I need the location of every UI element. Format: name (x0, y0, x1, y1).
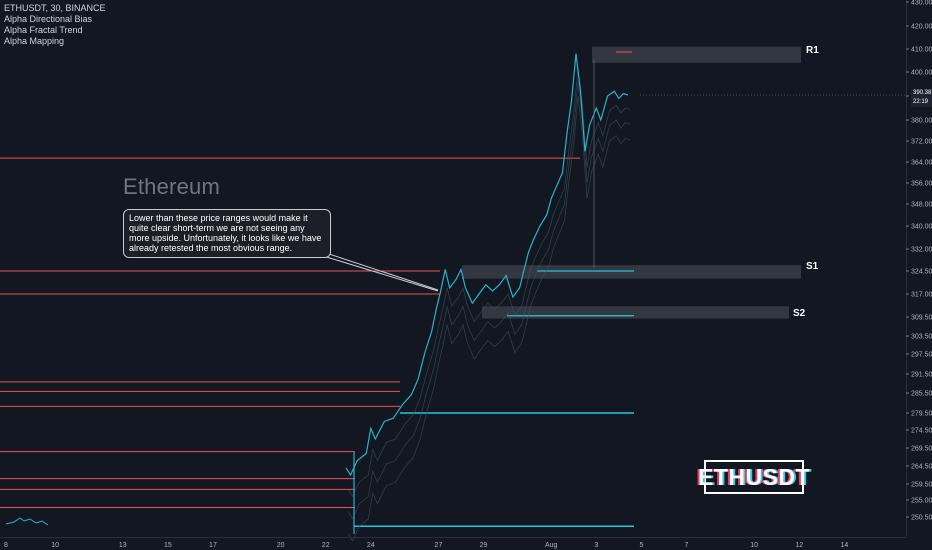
price-series-early[interactable] (5, 517, 49, 526)
x-tick-label: 3 (594, 542, 598, 549)
x-tick-label: 27 (435, 542, 443, 549)
trend-band-line (347, 95, 631, 542)
y-tick-label: 309.50 (911, 315, 932, 322)
y-tick-label: 259.50 (911, 482, 932, 489)
callout-pointer-upper (319, 250, 439, 291)
x-tick-label: 12 (795, 542, 803, 549)
x-tick-label: 8 (4, 542, 8, 549)
y-tick-label: 291.50 (911, 372, 932, 379)
legend-symbol[interactable]: ETHUSDT, 30, BINANCE (4, 3, 106, 13)
ethusdt-logo: ETHUSDT (698, 460, 810, 494)
y-tick-label: 297.50 (911, 352, 932, 359)
zone-label-s1: S1 (806, 261, 819, 272)
y-tick-label: 430.00 (911, 0, 932, 7)
y-tick-label: 264.50 (911, 464, 932, 471)
x-tick-label: 13 (119, 542, 127, 549)
y-tick-label: 364.00 (911, 160, 932, 167)
chart-legend: ETHUSDT, 30, BINANCE Alpha Directional B… (4, 3, 106, 47)
x-tick-label: 10 (750, 542, 758, 549)
x-tick-label: 5 (639, 542, 643, 549)
y-tick-label: 332.00 (911, 247, 932, 254)
watermark-text: Ethereum (123, 174, 220, 199)
y-tick-label: 340.00 (911, 224, 932, 231)
x-tick-label: 29 (480, 542, 488, 549)
current-price-value: 390.38 (913, 90, 932, 96)
x-tick-label: 22 (322, 542, 330, 549)
legend-indicator-fractal-trend[interactable]: Alpha Fractal Trend (4, 25, 83, 35)
y-tick-label: 274.50 (911, 428, 932, 435)
current-price-tag: 390.38 22:19 (911, 89, 932, 107)
zone-box-r1[interactable] (592, 46, 801, 63)
bar-countdown: 22:19 (913, 99, 929, 105)
y-tick-label: 348.00 (911, 202, 932, 209)
y-tick-label: 285.50 (911, 391, 932, 398)
x-tick-label: 20 (277, 542, 285, 549)
callout-pointer-lower (319, 254, 439, 292)
x-tick-label: 24 (367, 542, 375, 549)
zone-label-r1: R1 (806, 45, 819, 56)
y-tick-label: 372.00 (911, 139, 932, 146)
legend-indicator-mapping[interactable]: Alpha Mapping (4, 36, 65, 46)
x-tick-label: 15 (164, 542, 172, 549)
y-tick-label: 255.00 (911, 498, 932, 505)
y-tick-label: 356.00 (911, 181, 932, 188)
y-tick-label: 279.50 (911, 411, 932, 418)
y-tick-label: 317.00 (911, 292, 932, 299)
zone-box-s1[interactable] (462, 265, 801, 279)
x-tick-label: 17 (209, 542, 217, 549)
y-tick-label: 324.50 (911, 269, 932, 276)
trend-band-line (347, 81, 631, 520)
x-tick-label: 7 (685, 542, 689, 549)
y-tick-label: 303.50 (911, 334, 932, 341)
x-tick-label: 14 (840, 542, 848, 549)
legend-indicator-directional-bias[interactable]: Alpha Directional Bias (4, 14, 93, 24)
y-tick-label: 380.00 (911, 118, 932, 125)
y-tick-label: 400.00 (911, 70, 932, 77)
x-tick-label: 10 (51, 542, 59, 549)
price-series-line[interactable] (345, 53, 629, 477)
y-tick-label: 420.00 (911, 24, 932, 31)
x-tick-label: Aug (545, 542, 558, 549)
zone-label-s2: S2 (793, 308, 806, 319)
y-tick-label: 410.00 (911, 47, 932, 54)
y-tick-label: 250.50 (911, 515, 932, 522)
trend-band-line (347, 67, 631, 498)
annotation-callout[interactable]: Lower than these price ranges would make… (123, 209, 331, 258)
y-tick-label: 269.50 (911, 446, 932, 453)
